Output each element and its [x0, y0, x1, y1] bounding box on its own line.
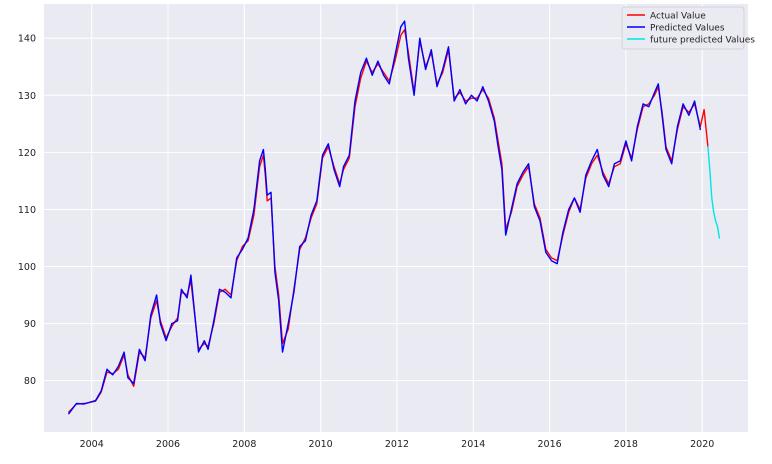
legend-label: Actual Value: [650, 11, 706, 21]
legend-label: Predicted Values: [650, 23, 725, 33]
plot-area: [44, 4, 748, 432]
y-tick-label: 110: [18, 205, 36, 216]
x-tick-label: 2012: [385, 439, 409, 450]
x-tick-label: 2014: [461, 439, 485, 450]
x-tick-label: 2010: [309, 439, 333, 450]
y-tick-label: 130: [18, 91, 36, 102]
x-tick-label: 2004: [80, 439, 104, 450]
x-tick-label: 2020: [690, 439, 714, 450]
y-tick-label: 120: [18, 148, 36, 159]
x-tick-label: 2006: [156, 439, 180, 450]
series-line-1: [68, 20, 701, 415]
legend-box: [621, 6, 745, 50]
x-tick-label: 2008: [232, 439, 256, 450]
y-tick-label: 100: [18, 262, 36, 273]
x-tick-label: 2018: [614, 439, 638, 450]
y-tick-label: 90: [24, 319, 36, 330]
series-lines: [68, 20, 721, 415]
tick-labels: 2004 2006 2008 2010 2012 2014 2016 2018 2020 80 90…: [18, 34, 714, 450]
x-tick-label: 2016: [537, 439, 561, 450]
series-line-2: [707, 145, 721, 239]
y-tick-label: 140: [18, 34, 36, 45]
y-tick-label: 80: [24, 376, 36, 387]
legend: Actual Value Predicted Values future predi…: [621, 6, 755, 50]
legend-label: future predicted Values: [650, 35, 755, 45]
